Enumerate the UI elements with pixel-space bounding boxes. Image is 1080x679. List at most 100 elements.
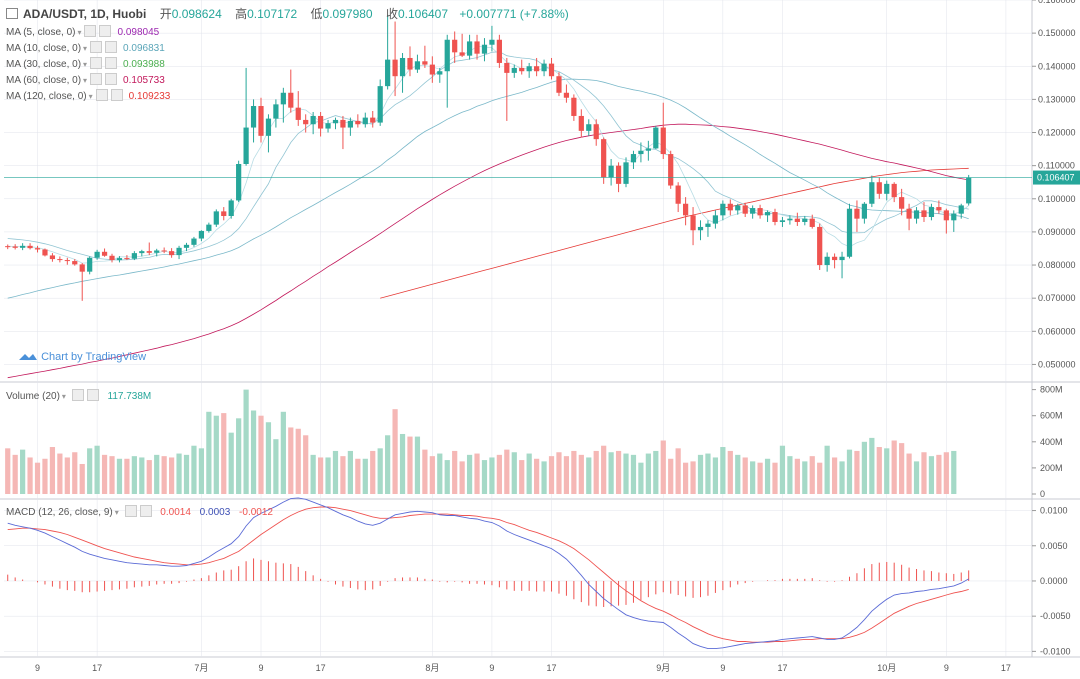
chevron-down-icon[interactable]: ▾ xyxy=(61,392,66,401)
candle-body xyxy=(265,118,272,136)
settings-icon[interactable] xyxy=(90,41,103,53)
volume-bar xyxy=(928,456,935,494)
candle-body xyxy=(563,92,570,98)
candle-body xyxy=(630,154,637,163)
candle xyxy=(943,208,949,234)
close-icon[interactable] xyxy=(99,25,112,37)
candle xyxy=(742,202,748,218)
volume-bar xyxy=(288,427,294,494)
macd-tick-label: 0.0100 xyxy=(1040,506,1068,516)
candle xyxy=(601,137,607,184)
settings-icon[interactable] xyxy=(71,389,84,401)
candle-body xyxy=(683,203,689,216)
time-tick-label: 9 xyxy=(258,663,263,673)
candle xyxy=(623,157,629,188)
candle xyxy=(265,114,272,153)
volume-bar xyxy=(511,452,517,494)
close-icon[interactable] xyxy=(105,57,118,69)
volume-bar xyxy=(586,457,592,494)
chevron-down-icon[interactable]: ▾ xyxy=(83,44,88,53)
candle-body xyxy=(541,63,547,72)
candle-body xyxy=(481,44,488,54)
chevron-down-icon[interactable]: ▾ xyxy=(88,92,93,101)
candle xyxy=(466,34,473,60)
candle xyxy=(653,125,659,150)
candle xyxy=(645,140,651,161)
volume-bar xyxy=(809,456,815,494)
close-icon[interactable] xyxy=(86,389,99,401)
settings-icon[interactable] xyxy=(84,25,97,37)
macd-legend-label[interactable]: MACD (12, 26, close, 9) xyxy=(6,507,113,518)
ma-legend-label[interactable]: MA (120, close, 0) xyxy=(6,91,87,102)
candle-body xyxy=(668,154,674,186)
close-label: 收 xyxy=(385,7,398,21)
candle-body xyxy=(131,253,137,259)
settings-icon[interactable] xyxy=(124,505,137,517)
chevron-down-icon[interactable]: ▾ xyxy=(77,28,82,37)
candle xyxy=(131,251,137,261)
candle xyxy=(288,69,294,113)
volume-bar xyxy=(370,450,376,494)
volume-bar xyxy=(846,449,853,494)
candle-body xyxy=(392,59,398,77)
symbol-label[interactable]: ADA/USDT, 1D, Huobi xyxy=(23,7,147,21)
volume-bar xyxy=(265,422,272,494)
time-tick-label: 17 xyxy=(92,663,102,673)
candle xyxy=(541,59,547,77)
candle-body xyxy=(735,205,741,211)
ma120-line xyxy=(380,167,969,299)
ma-legend-label[interactable]: MA (30, close, 0) xyxy=(6,59,82,70)
candle xyxy=(332,117,339,130)
candle-body xyxy=(399,57,406,77)
tradingview-watermark[interactable]: Chart by TradingView xyxy=(18,351,146,363)
candle-body xyxy=(653,127,659,149)
candle-body xyxy=(206,224,212,231)
volume-bar xyxy=(742,457,748,494)
close-icon[interactable] xyxy=(105,73,118,85)
chevron-down-icon[interactable]: ▾ xyxy=(114,508,119,517)
ma-legend-label[interactable]: MA (60, close, 0) xyxy=(6,75,82,86)
volume-bar xyxy=(921,452,927,494)
settings-icon[interactable] xyxy=(90,73,103,85)
volume-legend-label[interactable]: Volume (20) xyxy=(6,391,60,402)
candle-body xyxy=(49,255,56,260)
chevron-down-icon[interactable]: ▾ xyxy=(83,76,88,85)
volume-bar xyxy=(556,452,562,494)
volume-bar xyxy=(101,454,108,494)
volume-bar xyxy=(355,458,361,494)
volume-bar xyxy=(757,462,763,494)
time-tick-label: 7月 xyxy=(194,663,208,673)
candle xyxy=(228,198,234,219)
menu-icon[interactable] xyxy=(6,8,18,19)
last-price-label: 0.106407 xyxy=(1037,173,1075,183)
volume-bar xyxy=(534,458,540,494)
volume-bar xyxy=(854,450,860,494)
volume-bar xyxy=(787,456,793,494)
candle-body xyxy=(578,115,584,131)
candle-body xyxy=(727,203,733,211)
ma-legend-label[interactable]: MA (5, close, 0) xyxy=(6,27,76,38)
macd-line xyxy=(7,497,969,650)
candle-body xyxy=(362,117,368,125)
close-icon[interactable] xyxy=(105,41,118,53)
close-icon[interactable] xyxy=(139,505,152,517)
candle-body xyxy=(228,200,234,217)
candle-body xyxy=(72,261,78,265)
candle xyxy=(683,197,689,226)
candle xyxy=(831,253,838,269)
candle-body xyxy=(787,218,793,221)
ma-legend-label[interactable]: MA (10, close, 0) xyxy=(6,43,82,54)
candle-body xyxy=(936,207,942,211)
settings-icon[interactable] xyxy=(95,89,108,101)
volume-bar xyxy=(124,458,130,494)
chevron-down-icon[interactable]: ▾ xyxy=(83,60,88,69)
candle-body xyxy=(839,256,845,261)
volume-bar xyxy=(578,454,584,494)
close-icon[interactable] xyxy=(110,89,123,101)
candle xyxy=(429,56,435,83)
volume-bar xyxy=(392,409,398,494)
settings-icon[interactable] xyxy=(90,57,103,69)
candle-body xyxy=(27,245,33,249)
candle xyxy=(87,256,93,275)
